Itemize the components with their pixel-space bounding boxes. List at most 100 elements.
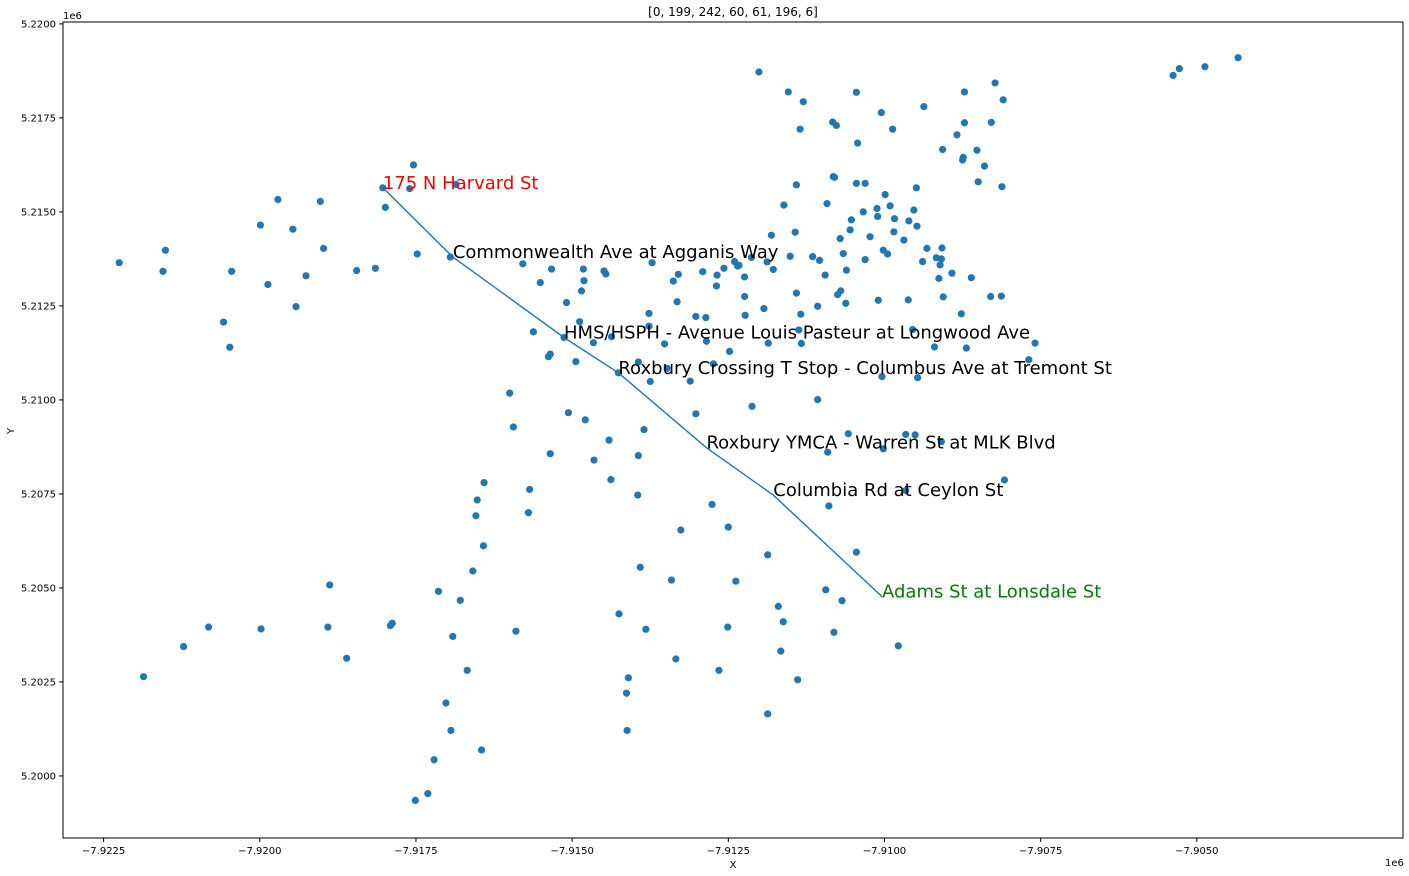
station-point xyxy=(640,426,648,434)
station-point xyxy=(434,587,443,595)
station-point xyxy=(692,410,700,418)
y-tick-label: 5.2000 xyxy=(21,771,56,782)
station-point xyxy=(918,257,927,266)
station-point xyxy=(797,310,805,318)
station-point xyxy=(760,304,768,313)
station-point xyxy=(388,619,396,627)
station-point xyxy=(987,118,995,127)
station-point xyxy=(909,325,917,334)
station-point xyxy=(913,222,921,230)
station-point xyxy=(602,270,610,278)
station-point xyxy=(878,373,886,381)
y-tick-label: 5.2050 xyxy=(21,583,56,594)
station-point xyxy=(846,226,854,234)
station-point xyxy=(708,500,716,509)
station-point xyxy=(936,261,944,269)
station-point xyxy=(809,253,817,261)
station-point xyxy=(748,402,756,410)
station-point xyxy=(784,88,792,96)
station-point xyxy=(836,234,844,243)
station-point xyxy=(546,450,554,458)
station-point xyxy=(645,309,653,318)
station-point xyxy=(905,217,913,225)
station-point xyxy=(881,191,889,199)
station-point xyxy=(634,451,642,460)
station-point xyxy=(702,337,711,345)
station-point xyxy=(764,710,772,718)
station-point xyxy=(159,267,167,275)
station-point xyxy=(998,183,1006,191)
station-point xyxy=(579,265,587,273)
station-point xyxy=(660,340,669,348)
station-point xyxy=(564,409,572,417)
station-point xyxy=(795,326,803,334)
y-tick-label: 5.2025 xyxy=(21,677,56,688)
station-point xyxy=(962,344,970,352)
station-point xyxy=(316,197,324,205)
plot-frame xyxy=(62,21,1404,839)
station-point xyxy=(842,299,850,307)
station-point xyxy=(712,282,721,290)
station-point xyxy=(636,563,644,571)
station-point xyxy=(424,790,432,798)
station-point xyxy=(624,674,632,682)
station-point xyxy=(115,259,123,267)
station-point xyxy=(589,339,597,347)
station-point xyxy=(667,576,676,584)
station-point xyxy=(777,647,785,655)
station-point xyxy=(873,204,881,213)
station-point xyxy=(536,278,544,287)
station-point xyxy=(814,395,822,404)
chart-title: [0, 199, 242, 60, 61, 196, 6] xyxy=(648,5,818,19)
station-point xyxy=(815,256,824,265)
station-point xyxy=(456,596,464,604)
station-point xyxy=(890,228,898,236)
station-point xyxy=(861,179,869,187)
station-point xyxy=(672,655,680,663)
station-point xyxy=(702,313,710,322)
station-point xyxy=(861,256,869,264)
station-point xyxy=(292,303,300,311)
station-point xyxy=(463,666,471,674)
station-point xyxy=(692,312,700,321)
station-annotation: HMS/HSPH - Avenue Louis Pasteur at Longw… xyxy=(564,322,1030,343)
station-point xyxy=(1025,356,1033,364)
station-point xyxy=(902,486,910,495)
station-point xyxy=(792,181,801,189)
station-point xyxy=(960,119,969,127)
y-tick-label: 5.2175 xyxy=(21,113,56,124)
station-point xyxy=(824,448,832,456)
y-tick-label: 5.2150 xyxy=(21,207,56,218)
station-point xyxy=(930,343,939,351)
station-point xyxy=(663,364,671,372)
station-point xyxy=(699,268,707,276)
x-axis-label: X xyxy=(730,860,737,871)
x-tick-label: −7.9050 xyxy=(1175,846,1218,857)
station-point xyxy=(720,264,728,272)
station-point xyxy=(409,161,418,169)
station-point xyxy=(226,343,234,351)
station-point xyxy=(634,358,642,366)
station-point xyxy=(939,293,947,301)
station-point xyxy=(674,270,682,278)
station-point xyxy=(204,623,213,631)
station-point xyxy=(524,509,533,517)
station-point xyxy=(645,322,653,330)
station-point xyxy=(825,502,833,510)
station-point xyxy=(842,266,850,274)
station-point xyxy=(838,597,846,605)
station-point xyxy=(967,274,975,282)
station-point xyxy=(1234,54,1242,62)
station-annotation: Adams St at Lonsdale St xyxy=(882,582,1101,603)
station-point xyxy=(786,252,794,260)
station-point xyxy=(852,548,860,556)
station-point xyxy=(219,318,228,326)
station-point xyxy=(910,206,918,214)
station-point xyxy=(607,476,615,484)
station-point xyxy=(852,88,860,96)
station-point xyxy=(139,673,148,681)
station-point xyxy=(774,602,782,610)
station-point xyxy=(257,625,265,633)
x-tick-label: −7.9175 xyxy=(394,846,437,857)
station-point xyxy=(413,250,421,258)
